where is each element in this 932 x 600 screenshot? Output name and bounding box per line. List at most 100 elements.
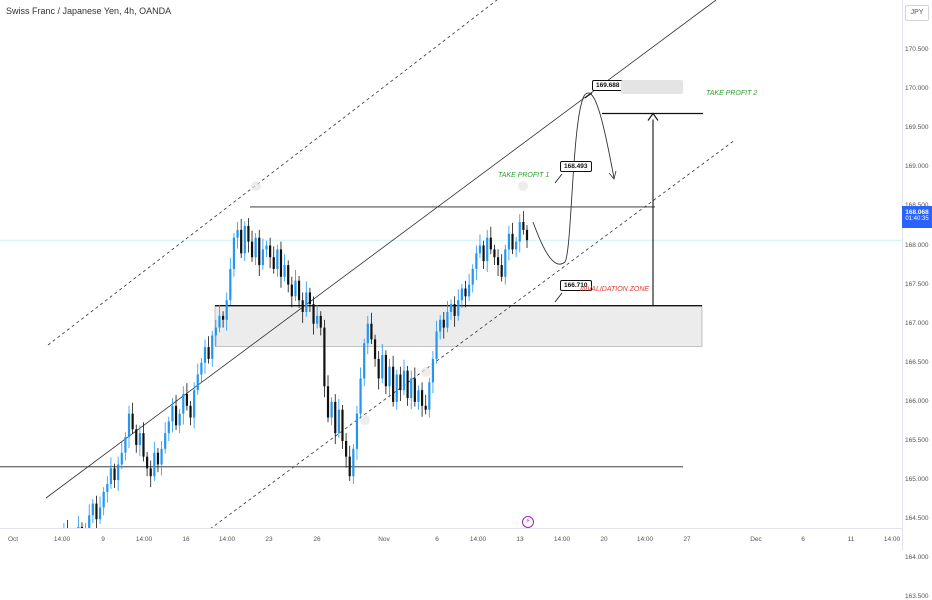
candle-body: [460, 288, 463, 301]
candle-body: [294, 280, 297, 297]
invalidation-zone-label: INVALIDATION ZONE: [580, 286, 650, 293]
candle-body: [384, 354, 387, 387]
candle-body: [493, 249, 496, 258]
candle-body: [149, 468, 152, 477]
candle-body: [370, 323, 373, 340]
candle-body: [504, 249, 507, 277]
time-tick-label: 6: [801, 536, 805, 543]
price-tick-label: 164.500: [905, 515, 929, 523]
price-tick-label: 167.000: [905, 319, 929, 327]
bar-countdown: 01:40:35: [905, 216, 929, 222]
channel-middle-line: [45, 0, 717, 499]
candle-body: [359, 378, 362, 414]
candle-body: [211, 335, 214, 359]
candle-body: [316, 315, 319, 324]
candle-body: [471, 268, 474, 285]
time-tick-label: 14:00: [469, 536, 487, 543]
candle-body: [341, 409, 344, 441]
candle-body: [95, 503, 98, 520]
time-tick-label: 16: [182, 536, 190, 543]
candle-body: [117, 464, 120, 481]
price-axis[interactable]: [902, 0, 932, 550]
time-tick-label: 9: [101, 536, 105, 543]
candle-body: [232, 237, 236, 269]
candle-body: [243, 225, 246, 254]
time-tick-label: 14:00: [53, 536, 71, 543]
time-tick-label: 14:00: [883, 536, 901, 543]
current-price-tag: 168.068 01:40:35: [902, 206, 932, 228]
pivot-marker: [421, 367, 431, 377]
price-label-target-1[interactable]: 168.493: [560, 161, 592, 172]
candle-body: [366, 323, 369, 344]
candle-body: [435, 331, 438, 359]
candle-body: [417, 390, 420, 402]
time-tick-label: 20: [600, 536, 608, 543]
candle-body: [373, 339, 377, 359]
candle-body: [146, 456, 149, 469]
candle-body: [88, 515, 91, 529]
price-tick-label: 165.000: [905, 476, 929, 484]
candle-body: [515, 241, 518, 250]
price-tick-label: 163.500: [905, 593, 929, 600]
price-tick-label: 165.500: [905, 437, 929, 444]
price-tick-label: 166.000: [905, 397, 929, 405]
candle-body: [164, 433, 167, 449]
candle-body: [381, 354, 384, 379]
candle-body: [236, 229, 239, 238]
candle-body: [355, 413, 359, 449]
lightning-icon[interactable]: ⚡: [522, 516, 534, 528]
candle-body: [124, 437, 127, 453]
candle-body: [178, 413, 181, 426]
candle-body: [218, 315, 221, 328]
candle-body: [156, 452, 160, 465]
price-label-2-pointer: [554, 173, 563, 184]
chart-title: Swiss Franc / Japanese Yen, 4h, OANDA: [6, 6, 172, 16]
measure-label-faded: [621, 80, 683, 94]
candle-body: [193, 390, 196, 418]
candle-body: [272, 257, 275, 269]
candle-body: [98, 507, 102, 520]
candle-body: [449, 304, 453, 312]
candle-body: [308, 292, 312, 305]
time-tick-label: Oct: [7, 536, 19, 543]
channel-lower-line: [209, 139, 736, 529]
candle-body: [507, 233, 511, 250]
candle-body: [167, 421, 170, 434]
candle-body: [326, 386, 330, 418]
candle-body: [399, 374, 402, 391]
candle-body: [525, 229, 529, 241]
candle-body: [254, 237, 257, 258]
time-tick-label: 27: [683, 536, 691, 543]
candle-body: [489, 237, 492, 250]
currency-button[interactable]: JPY: [905, 5, 929, 21]
candle-body: [279, 249, 283, 277]
candle-body: [348, 456, 351, 477]
price-tick-label: 167.500: [905, 280, 929, 288]
candle-body: [106, 484, 109, 492]
take-profit-2-label: TAKE PROFIT 2: [706, 90, 758, 97]
price-tick-label: 168.000: [905, 241, 929, 249]
candle-body: [395, 374, 398, 402]
time-tick-label: Nov: [378, 536, 390, 543]
price-chart[interactable]: [0, 0, 902, 529]
candle-body: [127, 413, 131, 438]
candle-body: [453, 304, 456, 316]
candle-body: [377, 358, 380, 379]
candle-body: [352, 448, 355, 477]
time-tick-label: 14:00: [218, 536, 236, 543]
pivot-marker: [251, 181, 261, 191]
price-tick-label: 169.000: [905, 163, 929, 171]
pivot-marker: [518, 181, 528, 191]
candle-body: [203, 347, 207, 363]
candle-body: [334, 401, 337, 434]
candle-body: [297, 280, 301, 301]
price-label-target-2[interactable]: 169.688: [592, 80, 624, 91]
candle-body: [240, 229, 243, 254]
candle-body: [511, 233, 514, 250]
candle-body: [200, 362, 203, 375]
candle-body: [207, 347, 210, 359]
time-tick-label: 14:00: [553, 536, 571, 543]
time-tick-label: 11: [847, 536, 855, 543]
price-label-invalidation[interactable]: 166.710: [560, 280, 592, 291]
candle-body: [135, 429, 138, 445]
